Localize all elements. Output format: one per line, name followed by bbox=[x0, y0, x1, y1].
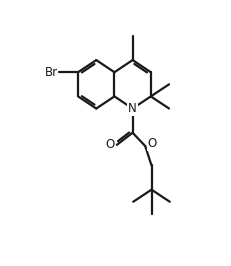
Text: O: O bbox=[148, 138, 157, 151]
Text: Br: Br bbox=[45, 66, 58, 79]
Text: N: N bbox=[128, 102, 137, 115]
Text: O: O bbox=[105, 138, 114, 151]
